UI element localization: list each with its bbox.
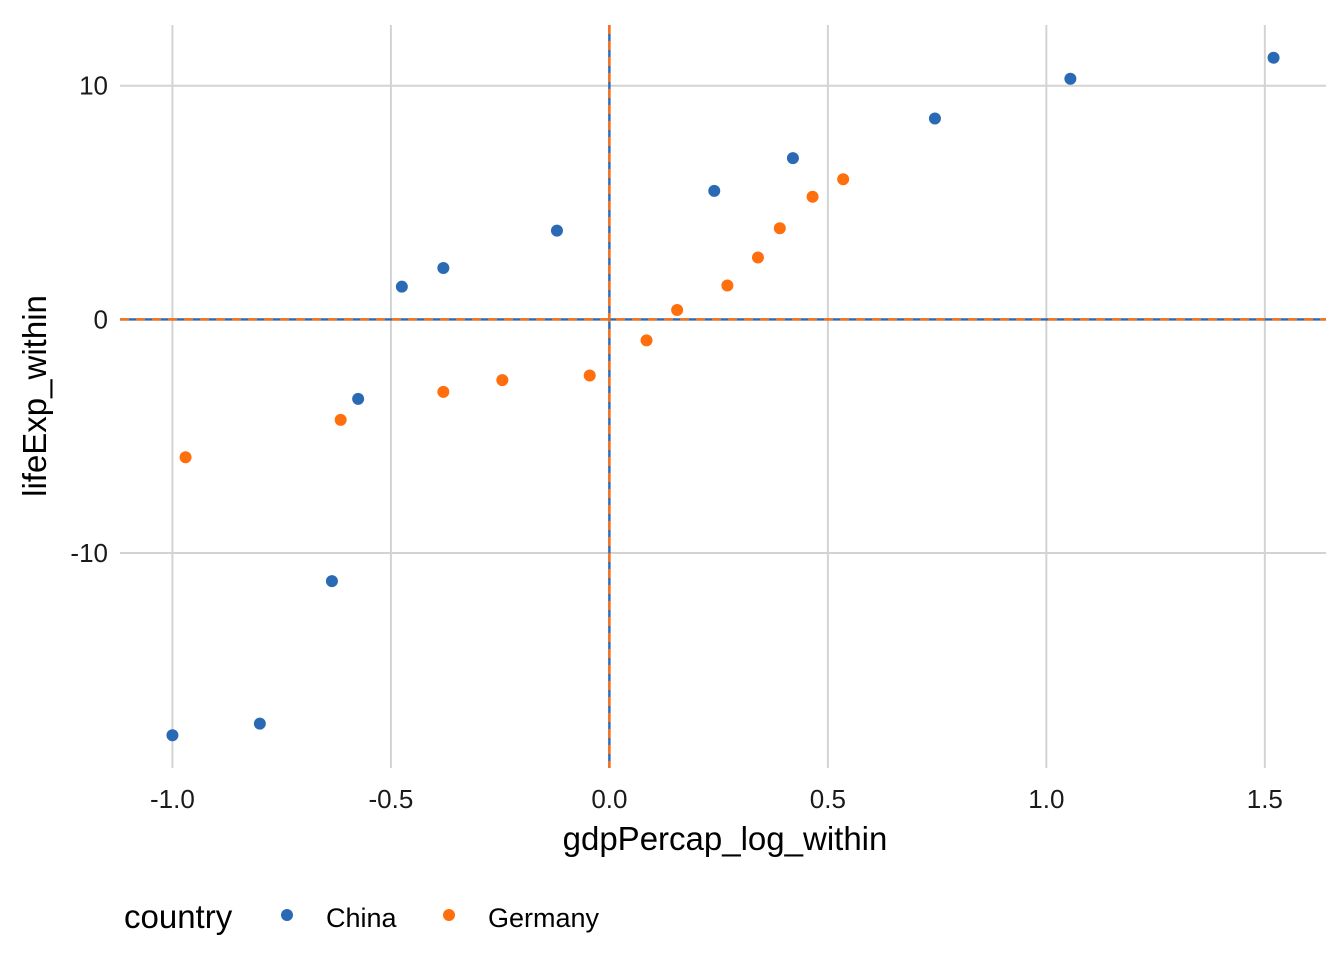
point-china <box>550 224 563 237</box>
point-germany <box>640 334 653 347</box>
y-tick-label: 10 <box>79 71 108 101</box>
legend-label-germany: Germany <box>488 903 600 933</box>
point-china <box>325 575 338 588</box>
x-tick-label: -1.0 <box>150 784 195 814</box>
point-china <box>166 729 179 742</box>
x-tick-label: -0.5 <box>369 784 414 814</box>
point-germany <box>773 222 786 235</box>
point-germany <box>496 374 509 387</box>
point-china <box>352 392 365 405</box>
legend-key-china <box>281 909 293 921</box>
point-germany <box>179 451 192 464</box>
point-germany <box>751 251 764 264</box>
point-china <box>928 112 941 125</box>
point-china <box>786 152 799 165</box>
point-china <box>437 261 450 274</box>
point-china <box>1064 72 1077 85</box>
x-axis-title: gdpPercap_log_within <box>563 820 888 857</box>
point-germany <box>334 413 347 426</box>
point-germany <box>837 173 850 186</box>
data-points <box>166 51 1280 742</box>
x-tick-label: 1.0 <box>1028 784 1064 814</box>
legend-title: country <box>124 898 233 935</box>
reference-lines <box>120 25 1326 768</box>
y-tick-label: 0 <box>94 304 108 334</box>
x-tick-label: 1.5 <box>1247 784 1283 814</box>
point-china <box>1267 51 1280 64</box>
legend-label-china: China <box>326 903 398 933</box>
y-axis-title: lifeExp_within <box>16 295 53 497</box>
x-tick-label: 0.0 <box>591 784 627 814</box>
point-china <box>253 717 266 730</box>
grid-lines <box>120 25 1326 768</box>
point-germany <box>671 304 684 317</box>
legend: country China Germany <box>124 898 600 935</box>
legend-key-germany <box>443 909 455 921</box>
point-germany <box>437 385 450 398</box>
point-china <box>708 184 721 197</box>
x-tick-label: 0.5 <box>810 784 846 814</box>
point-china <box>395 280 408 293</box>
point-germany <box>721 279 734 292</box>
point-germany <box>806 190 819 203</box>
tick-labels: -1.0 -0.5 0.0 0.5 1.0 1.5 -10 0 10 <box>70 71 1282 814</box>
y-tick-label: -10 <box>70 538 108 568</box>
point-germany <box>583 369 596 382</box>
